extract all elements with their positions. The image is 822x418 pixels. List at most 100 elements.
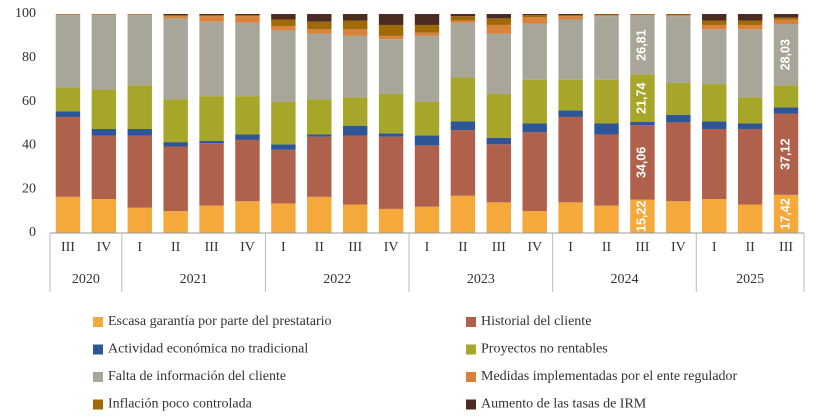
value-label: 15,22 [635,201,649,232]
bar-segment [773,113,799,195]
bar-segment [342,125,368,136]
bar-segment [307,33,332,100]
bar-segment [271,101,296,145]
bar-segment [163,16,188,19]
bar-segment [522,79,547,124]
bar-segment [558,16,583,20]
bar-segment [773,107,799,114]
x-tick-label: III [492,240,506,255]
bar-segment [450,195,476,233]
bar-segment [91,135,117,200]
x-tick-label: III [205,240,219,255]
bar-segment [127,15,152,86]
x-tick-label: I [281,240,286,255]
bar-segment [486,137,512,145]
bar-segment [271,144,296,150]
bar-segment [630,15,655,75]
bar-segment [199,14,224,16]
bar-segment [737,97,763,124]
bar-segment [773,194,799,233]
bar-segment [486,33,512,94]
bar-segment [522,23,547,80]
x-tick-label: III [61,240,75,255]
x-tick-label: IV [671,240,686,255]
legend-swatch [93,344,103,355]
bar-segment [558,14,583,16]
bar-segment [55,14,81,16]
x-group-label: 2025 [736,272,764,287]
bar-segment [773,85,799,108]
x-tick-label: IV [527,240,542,255]
bar-segment [342,14,368,21]
x-tick-label: II [458,240,468,255]
bar-segment [378,136,404,209]
x-tick-label: III [635,240,649,255]
x-group-label: 2023 [467,272,495,287]
bar-segment [127,207,152,233]
bar-segment [737,204,763,233]
y-tick-label: 60 [22,94,36,109]
x-group-label: 2020 [72,272,100,287]
bar-segment [55,116,81,197]
bar-segment [342,29,368,36]
bar-segment [55,15,81,88]
legend-swatch [466,344,476,355]
bar-segment [163,14,188,16]
bar-segment [414,135,440,146]
bar-segment [163,142,188,147]
bar-segment [378,93,404,134]
bar-segment [522,132,547,212]
bar-segment [702,29,727,85]
legend-swatch [93,317,103,327]
bar-segment [55,196,81,233]
x-tick-label: IV [240,240,255,255]
bar-segment [307,21,332,30]
bar-segment [702,14,727,21]
bar-segment [773,17,799,20]
bar-segment [199,143,224,206]
bar-segment [414,32,440,36]
bar-segment [450,20,476,23]
value-label: 34,06 [635,147,649,178]
bar-segment [414,14,440,25]
bar-segment [342,97,368,126]
bar-segment [127,85,152,129]
bar-segment [235,14,260,16]
bar-segment [666,201,691,233]
bar-segment [199,96,224,142]
bar-segment [630,125,655,200]
bar-segment [630,14,655,16]
bar-segment [630,74,655,123]
bar-segment [342,135,368,205]
bar-segment [235,96,260,135]
legend-label: Historial del cliente [481,314,591,329]
x-tick-label: II [602,240,612,255]
bar-segment [163,15,188,17]
bar-segment [666,82,691,115]
x-tick-label: I [137,240,142,255]
value-label: 21,74 [635,83,649,114]
x-group-label: 2024 [610,272,638,287]
bar-segment [486,18,512,25]
bar-segment [378,208,404,233]
bar-segment [450,121,476,131]
bar-segment [378,39,404,94]
value-label: 37,12 [778,139,792,170]
bar-segment [522,17,547,24]
bar-segment [307,196,332,233]
value-label: 28,03 [778,39,792,70]
y-tick-label: 100 [15,6,36,21]
bar-segment [666,15,691,17]
x-tick-label: II [745,240,755,255]
bar-segment [91,15,117,90]
bar-segment [378,133,404,137]
x-tick-label: II [315,240,325,255]
bar-segment [55,87,81,112]
bar-segment [702,128,727,200]
bar-segment [163,99,188,143]
bar-segment [307,29,332,34]
bar-segment [235,15,260,17]
bar-segment [307,134,332,137]
bar-segment [594,79,619,124]
legend-label: Inflación poco controlada [108,397,253,412]
